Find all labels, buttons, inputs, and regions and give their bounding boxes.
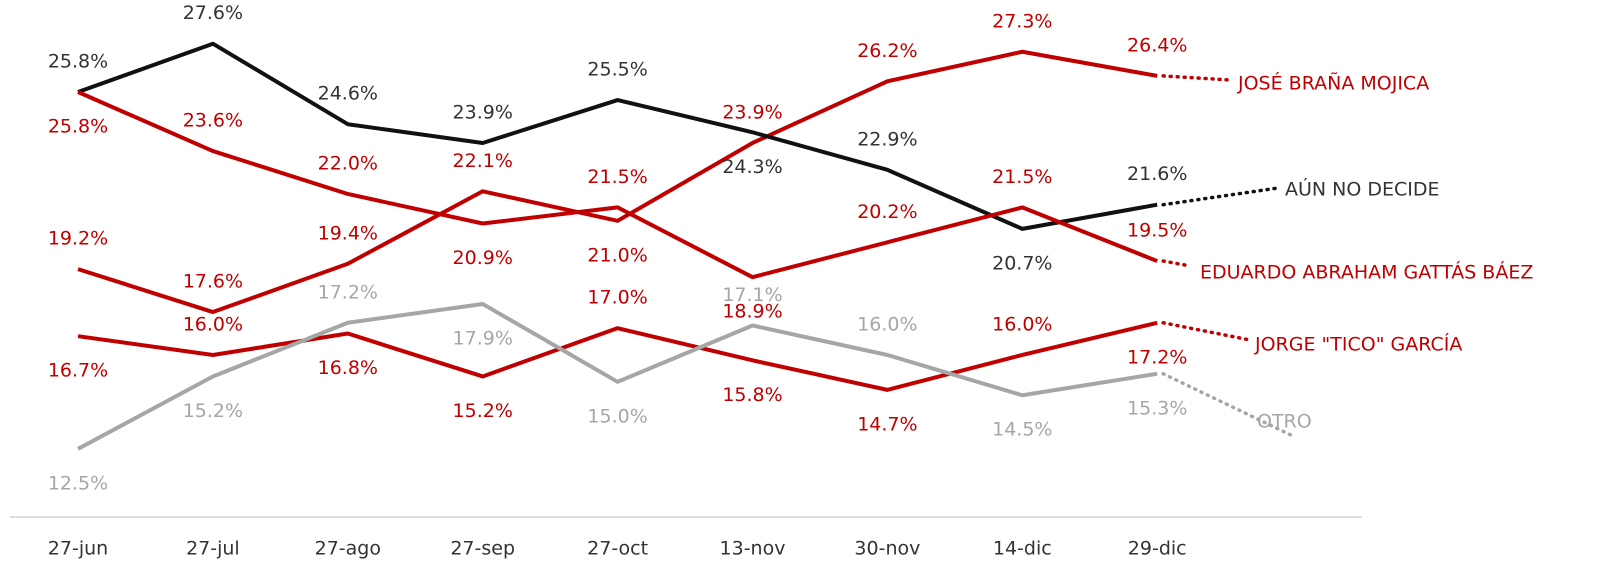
data-label: 17.0%: [587, 287, 647, 309]
data-label: 25.8%: [48, 116, 108, 138]
data-label: 17.2%: [318, 281, 378, 303]
data-label: 15.0%: [587, 405, 647, 427]
data-label: 19.4%: [318, 222, 378, 244]
x-tick-label: 27-ago: [315, 538, 381, 560]
data-label: 23.9%: [722, 101, 782, 123]
data-label: 17.9%: [453, 328, 513, 350]
data-label: 15.8%: [722, 384, 782, 406]
data-label: 26.2%: [857, 40, 917, 62]
series-line: [77, 320, 1158, 392]
data-label: 23.9%: [453, 101, 513, 123]
data-label: 15.3%: [1127, 397, 1187, 419]
series-line: [77, 49, 1158, 315]
x-tick-label: 30-nov: [854, 538, 920, 560]
data-label: 16.0%: [857, 313, 917, 335]
series-name: JORGE "TICO" GARCÍA: [1254, 333, 1462, 356]
data-label: 20.2%: [857, 201, 917, 223]
data-label: 21.6%: [1127, 163, 1187, 185]
data-label: 12.5%: [48, 472, 108, 494]
x-tick-label: 27-jun: [48, 538, 108, 560]
leader-line: [1161, 321, 1252, 342]
data-label: 24.3%: [722, 156, 782, 178]
data-label: 16.0%: [183, 313, 243, 335]
series-name: EDUARDO ABRAHAM GATTÁS BÁEZ: [1200, 261, 1533, 284]
data-label: 14.7%: [857, 413, 917, 435]
data-label: 22.9%: [857, 128, 917, 150]
data-label: 23.6%: [183, 110, 243, 132]
series-name: JOSÉ BRAÑA MOJICA: [1237, 72, 1429, 95]
x-tick-label: 13-nov: [720, 538, 786, 560]
data-label: 14.5%: [992, 419, 1052, 441]
data-label: 19.5%: [1127, 220, 1187, 242]
x-tick-label: 27-oct: [587, 538, 648, 560]
data-label: 21.5%: [587, 166, 647, 188]
data-label: 21.0%: [587, 244, 647, 266]
x-tick-label: 14-dic: [993, 538, 1052, 560]
leader-line: [1161, 74, 1232, 82]
data-label: 25.5%: [587, 59, 647, 81]
data-label: 20.9%: [453, 247, 513, 269]
series-line: [77, 90, 1158, 280]
data-label: 15.2%: [453, 400, 513, 422]
series-line: [77, 41, 1158, 231]
x-tick-label: 29-dic: [1128, 538, 1187, 560]
data-label: 17.6%: [183, 271, 243, 293]
data-label: 27.6%: [183, 2, 243, 24]
leader-line: [1161, 186, 1280, 207]
leader-line: [1161, 259, 1187, 267]
data-label: 26.4%: [1127, 34, 1187, 56]
data-label: 25.8%: [48, 51, 108, 73]
series-line: [77, 302, 1158, 451]
x-tick-label: 27-jul: [186, 538, 240, 560]
data-label: 16.0%: [992, 313, 1052, 335]
data-label: 22.0%: [318, 152, 378, 174]
data-label: 22.1%: [453, 150, 513, 172]
x-tick-label: 27-sep: [450, 538, 515, 560]
data-label: 17.2%: [1127, 346, 1187, 368]
data-label: 18.9%: [722, 301, 782, 323]
data-label: 21.5%: [992, 166, 1052, 188]
series-name: OTRO: [1257, 411, 1312, 433]
data-label: 24.6%: [318, 83, 378, 105]
data-label: 20.7%: [992, 252, 1052, 274]
data-label: 15.2%: [183, 400, 243, 422]
data-label: 17.1%: [722, 284, 782, 306]
data-label: 16.7%: [48, 360, 108, 382]
series-name: AÚN NO DECIDE: [1285, 177, 1440, 201]
data-label: 27.3%: [992, 10, 1052, 32]
data-label: 19.2%: [48, 228, 108, 250]
data-label: 16.8%: [318, 357, 378, 379]
